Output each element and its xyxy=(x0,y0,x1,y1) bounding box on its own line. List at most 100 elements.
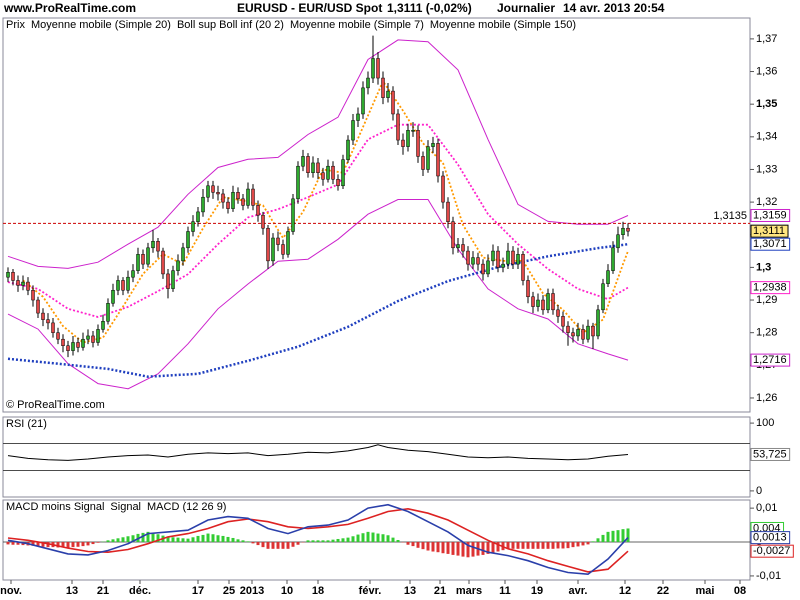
histogram-bar xyxy=(386,535,390,543)
copyright: © ProRealTime.com xyxy=(6,399,105,411)
histogram-bar xyxy=(216,535,220,543)
candle-body xyxy=(571,332,575,337)
candle-body xyxy=(176,260,180,271)
histogram-bar xyxy=(326,540,330,543)
candle-body xyxy=(591,325,595,337)
value-box xyxy=(750,224,789,238)
histogram-bar xyxy=(456,542,460,556)
y-tick-label: 1,3 xyxy=(756,261,771,273)
histogram-bar xyxy=(96,542,100,543)
candle-body xyxy=(71,342,75,351)
value-label: -0,0027 xyxy=(753,545,790,557)
histogram-bar xyxy=(311,540,315,543)
histogram-bar xyxy=(31,542,35,546)
histogram-bar xyxy=(156,534,160,543)
histogram-bar xyxy=(421,542,425,550)
candle-body xyxy=(231,192,235,209)
y-tick-label: 1,37 xyxy=(756,33,777,45)
macd-line xyxy=(7,507,629,573)
x-tick-label: avr. xyxy=(569,585,588,597)
value-label: 1,2938 xyxy=(753,282,787,294)
candle-body xyxy=(521,254,525,281)
x-tick-label: 18 xyxy=(312,585,324,597)
moving-average xyxy=(7,242,629,378)
candle-body xyxy=(336,179,340,187)
candle-body xyxy=(266,227,270,262)
histogram-bar xyxy=(256,542,260,546)
candle-body xyxy=(161,250,165,275)
y-tick-label: 0 xyxy=(756,485,762,497)
histogram-bar xyxy=(316,540,320,543)
histogram-bar xyxy=(366,531,370,543)
candle-body xyxy=(611,247,615,271)
x-tick-label: 21 xyxy=(97,585,109,597)
histogram-bar xyxy=(151,533,155,543)
candle-body xyxy=(486,260,490,275)
value-box xyxy=(750,544,794,558)
candle-body xyxy=(531,296,535,307)
candle-body xyxy=(331,165,335,180)
quote: 1,3111 (-0,02%) xyxy=(387,1,472,15)
x-tick-label: 21 xyxy=(434,585,446,597)
histogram-bar xyxy=(231,537,235,543)
candle-body xyxy=(506,250,510,265)
candle-body xyxy=(56,332,60,340)
candle-body xyxy=(6,272,10,278)
candle-body xyxy=(126,276,130,291)
histogram-bar xyxy=(121,537,125,543)
histogram-bar xyxy=(266,542,270,549)
candle-body xyxy=(271,237,275,262)
candle-body xyxy=(316,162,320,173)
histogram-bar xyxy=(556,542,560,549)
histogram-bar xyxy=(591,541,595,543)
candle-body xyxy=(466,250,470,265)
candle-body xyxy=(196,211,200,222)
x-tick-label: 17 xyxy=(192,585,204,597)
candle-body xyxy=(221,193,225,203)
histogram-bar xyxy=(431,542,435,552)
value-label: 0,0013 xyxy=(753,532,787,544)
legend-entry: Moyenne mobile (Simple 7) xyxy=(290,19,424,31)
x-tick-label: 13 xyxy=(404,585,416,597)
y-tick-label: 1,32 xyxy=(756,196,777,208)
histogram-bar xyxy=(351,536,355,543)
candle-body xyxy=(496,250,500,268)
candle-body xyxy=(11,272,15,281)
x-tick-label: 25 xyxy=(223,585,235,597)
histogram-bar xyxy=(6,542,10,545)
candle-body xyxy=(31,289,35,301)
histogram-bar xyxy=(576,542,580,547)
histogram-bar xyxy=(341,538,345,543)
candle-body xyxy=(511,250,515,265)
candle-body xyxy=(16,280,20,286)
candle-body xyxy=(356,113,360,121)
histogram-bar xyxy=(391,537,395,543)
histogram-bar xyxy=(36,542,40,547)
histogram-bar xyxy=(446,542,450,554)
histogram-bar xyxy=(201,534,205,543)
candle-body xyxy=(296,165,300,200)
histogram-bar xyxy=(221,535,225,543)
histogram-bar xyxy=(626,528,630,543)
candle-body xyxy=(491,250,495,262)
price-panel xyxy=(2,17,751,413)
candle-body xyxy=(246,188,250,206)
y-tick-label: 1,33 xyxy=(756,163,777,175)
histogram-bar xyxy=(111,539,115,543)
y-tick-label: 100 xyxy=(756,417,774,429)
candle-body xyxy=(561,316,565,327)
candle-body xyxy=(361,87,365,115)
histogram-bar xyxy=(466,542,470,558)
histogram-bar xyxy=(491,542,495,553)
histogram-bar xyxy=(291,542,295,547)
candle-body xyxy=(136,254,140,271)
candle-body xyxy=(106,303,110,322)
value-box xyxy=(750,208,791,222)
histogram-bar xyxy=(426,542,430,551)
histogram-bar xyxy=(541,542,545,549)
candle-body xyxy=(401,139,405,147)
histogram-bar xyxy=(116,538,120,543)
candle-body xyxy=(446,201,450,222)
candle-body xyxy=(441,175,445,203)
candle-body xyxy=(36,299,40,314)
